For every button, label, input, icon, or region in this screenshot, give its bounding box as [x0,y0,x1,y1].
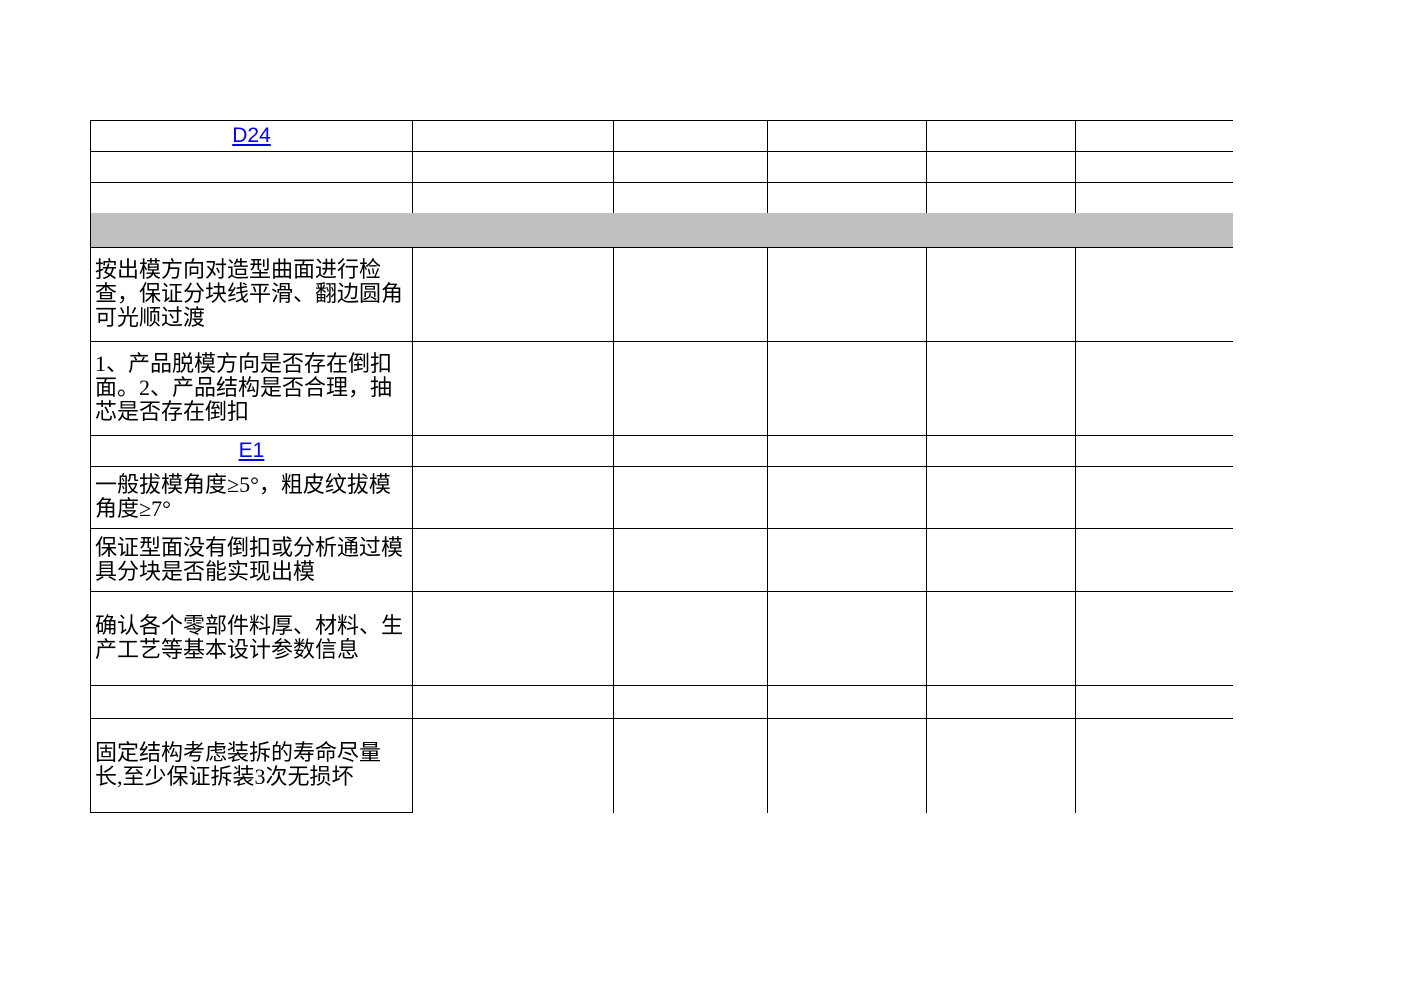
label-cell [90,685,413,719]
empty-cell [926,120,1076,152]
cell-link[interactable]: D24 [232,124,271,147]
empty-cell [926,341,1076,436]
empty-cell [767,120,927,152]
empty-cell [1075,247,1233,342]
empty-cell [767,213,927,248]
empty-cell [767,435,927,467]
cell-text: 一般拔模角度≥5°，粗皮纹拔模角度≥7° [95,472,391,521]
empty-cell [926,213,1076,248]
empty-cell [613,528,768,592]
empty-cell [767,182,927,214]
empty-cell [412,435,614,467]
empty-cell [1075,120,1233,152]
empty-cell [613,718,768,813]
empty-cell [926,182,1076,214]
empty-cell [412,591,614,686]
cell-text: 1、产品脱模方向是否存在倒扣面。2、产品结构是否合理，抽芯是否存在倒扣 [95,351,393,424]
empty-cell [926,685,1076,719]
empty-cell [767,341,927,436]
empty-cell [613,685,768,719]
empty-cell [767,685,927,719]
empty-cell [926,247,1076,342]
label-cell: 确认各个零部件料厚、材料、生产工艺等基本设计参数信息 [90,591,413,686]
empty-cell [1075,341,1233,436]
cell-text: 固定结构考虑装拆的寿命尽量长,至少保证拆装3次无损坏 [95,740,382,789]
empty-cell [412,718,614,813]
empty-cell [1075,685,1233,719]
empty-cell [1075,182,1233,214]
empty-cell [926,435,1076,467]
empty-cell [412,182,614,214]
empty-cell [613,466,768,529]
empty-cell [412,341,614,436]
label-cell: 固定结构考虑装拆的寿命尽量长,至少保证拆装3次无损坏 [90,718,413,813]
empty-cell [613,120,768,152]
empty-cell [613,247,768,342]
empty-cell [1075,528,1233,592]
empty-cell [926,466,1076,529]
label-cell: E1 [90,435,413,467]
empty-cell [1075,151,1233,183]
empty-cell [767,718,927,813]
empty-cell [1075,591,1233,686]
empty-cell [412,151,614,183]
empty-cell [1075,718,1233,813]
empty-cell [412,685,614,719]
empty-cell [613,213,768,248]
label-cell: 1、产品脱模方向是否存在倒扣面。2、产品结构是否合理，抽芯是否存在倒扣 [90,341,413,436]
empty-cell [1075,435,1233,467]
label-cell: 按出模方向对造型曲面进行检查，保证分块线平滑、翻边圆角可光顺过渡 [90,247,413,342]
cell-text: 保证型面没有倒扣或分析通过模具分块是否能实现出模 [95,534,404,584]
label-cell: D24 [90,120,413,152]
label-cell [90,213,413,248]
empty-cell [926,528,1076,592]
empty-cell [1075,466,1233,529]
empty-cell [767,151,927,183]
empty-cell [613,182,768,214]
empty-cell [1075,213,1233,248]
empty-cell [613,151,768,183]
empty-cell [412,120,614,152]
empty-cell [412,213,614,248]
empty-cell [412,247,614,342]
cell-text: 按出模方向对造型曲面进行检查，保证分块线平滑、翻边圆角可光顺过渡 [95,257,404,330]
cell-text: 确认各个零部件料厚、材料、生产工艺等基本设计参数信息 [95,613,404,662]
empty-cell [926,151,1076,183]
cell-link[interactable]: E1 [238,438,265,462]
label-cell: 保证型面没有倒扣或分析通过模具分块是否能实现出模 [90,528,413,592]
empty-cell [613,591,768,686]
empty-cell [412,466,614,529]
empty-cell [412,528,614,592]
label-cell [90,182,413,214]
empty-cell [767,528,927,592]
empty-cell [926,591,1076,686]
empty-cell [767,247,927,342]
label-cell: 一般拔模角度≥5°，粗皮纹拔模角度≥7° [90,466,413,529]
empty-cell [613,341,768,436]
empty-cell [926,718,1076,813]
empty-cell [613,435,768,467]
empty-cell [767,466,927,529]
empty-cell [767,591,927,686]
label-cell [90,151,413,183]
